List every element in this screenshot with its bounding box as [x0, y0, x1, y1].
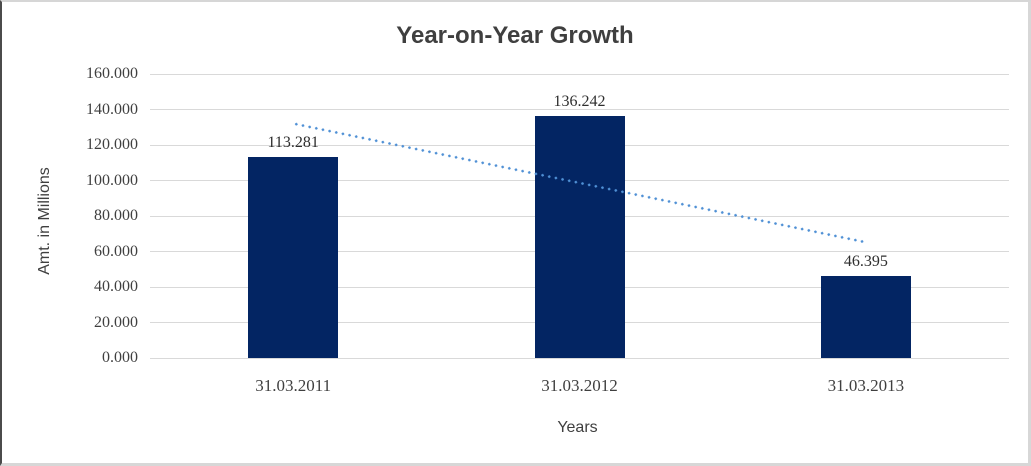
x-category-label: 31.03.2012 [541, 376, 618, 395]
chart-title: Year-on-Year Growth [396, 22, 634, 49]
gridline [150, 109, 1009, 110]
gridline [150, 73, 1009, 75]
y-tick-label: 140.000 [86, 100, 138, 118]
x-category-label: 31.03.2011 [255, 376, 332, 395]
bar-value-label: 113.281 [267, 133, 319, 151]
y-tick-label: 40.000 [94, 278, 138, 295]
bar-value-label: 46.395 [843, 252, 888, 270]
x-category-label: 31.03.2013 [827, 376, 905, 395]
x-axis-title: Years [557, 419, 598, 436]
y-tick-label: 120.000 [86, 136, 138, 153]
bar [820, 275, 911, 358]
bar [248, 156, 339, 358]
y-tick-label: 80.000 [94, 207, 138, 224]
y-tick-label: 60.000 [94, 242, 138, 260]
y-tick-label: 20.000 [94, 313, 138, 331]
y-axis-title: Amt. in Millions [36, 167, 53, 275]
gridline [150, 357, 1009, 359]
bar-value-label: 136.242 [553, 93, 606, 111]
bar [534, 116, 625, 358]
y-tick-label: 160.000 [86, 65, 138, 82]
y-tick-label: 100.000 [86, 171, 138, 189]
y-tick-label: 0.000 [102, 349, 138, 366]
